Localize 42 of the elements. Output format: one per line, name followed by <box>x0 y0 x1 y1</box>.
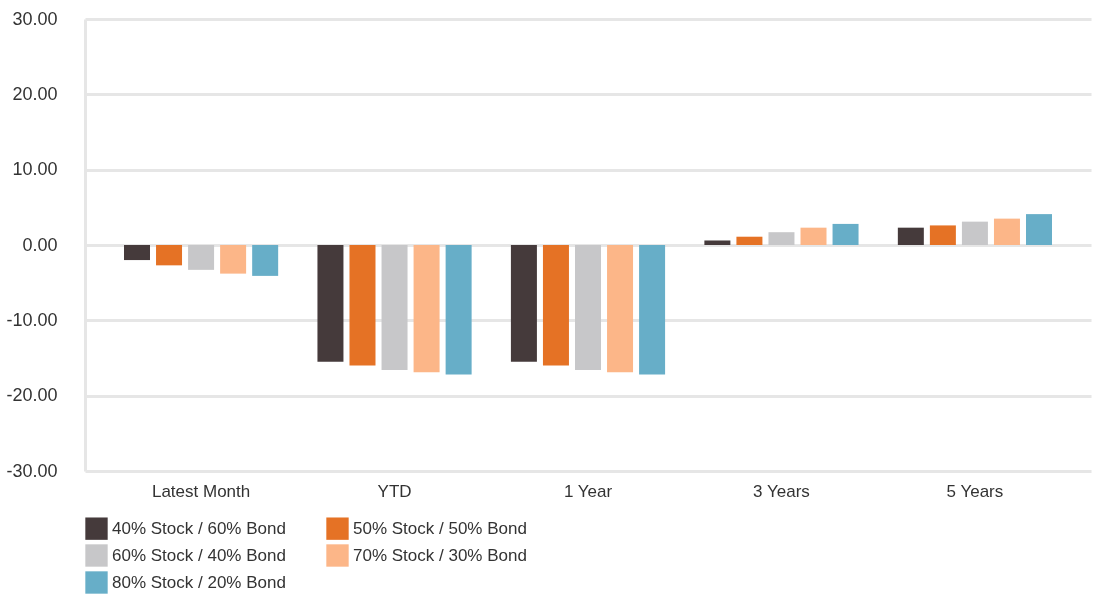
bar <box>929 225 956 245</box>
x-tick-label: 3 Years <box>753 481 810 501</box>
legend-label: 60% Stock / 40% Bond <box>112 545 286 565</box>
bar <box>607 245 634 373</box>
y-tick-label: 0.00 <box>22 234 58 255</box>
bar <box>542 245 569 366</box>
bar <box>961 221 988 245</box>
bar <box>123 245 150 261</box>
bar <box>317 245 344 362</box>
bar <box>575 245 601 371</box>
bar <box>381 245 408 371</box>
bar <box>510 245 537 362</box>
y-tick-label: -10.00 <box>6 309 58 330</box>
x-tick-label: YTD <box>377 481 412 501</box>
bar <box>832 223 859 245</box>
x-tick-label: 1 Year <box>563 481 613 501</box>
bar <box>252 245 279 276</box>
bar <box>736 236 763 245</box>
bar <box>704 240 731 245</box>
bar <box>220 245 247 274</box>
x-tick-label: 5 Years <box>946 481 1004 501</box>
bar <box>639 245 666 375</box>
bar <box>897 227 924 245</box>
bar <box>800 227 827 245</box>
x-tick-label: Latest Month <box>151 481 251 501</box>
legend-label: 50% Stock / 50% Bond <box>353 518 527 538</box>
y-tick-label: -20.00 <box>6 385 58 406</box>
bar <box>156 245 183 266</box>
bar <box>993 218 1020 245</box>
bar <box>1026 214 1053 245</box>
bar <box>349 245 376 366</box>
y-tick-label: 10.00 <box>12 159 58 180</box>
y-tick-label: 30.00 <box>12 8 58 29</box>
legend-label: 70% Stock / 30% Bond <box>353 545 527 565</box>
bar <box>445 245 472 375</box>
bar <box>188 245 215 270</box>
bar <box>768 232 795 245</box>
y-tick-label: 20.00 <box>12 83 58 104</box>
bar <box>413 245 440 373</box>
legend-label: 40% Stock / 60% Bond <box>112 518 286 538</box>
legend-label: 80% Stock / 20% Bond <box>112 572 286 592</box>
y-tick-label: -30.00 <box>6 460 58 481</box>
